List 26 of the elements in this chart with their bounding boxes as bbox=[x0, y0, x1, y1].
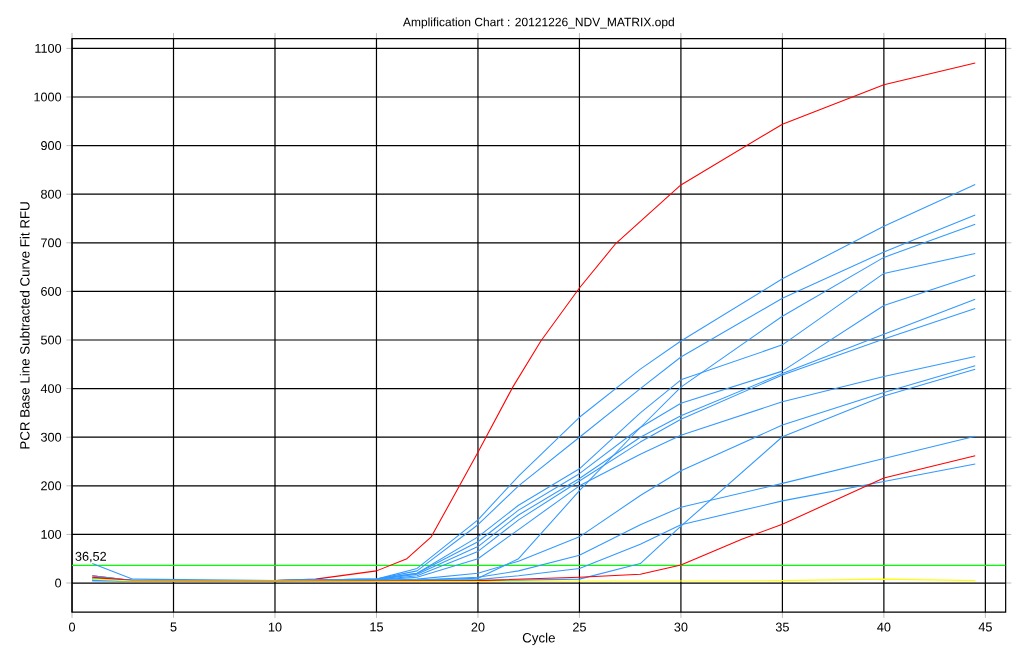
y-tick-label: 700 bbox=[41, 238, 62, 248]
ref-line-label: 36,52 bbox=[75, 551, 107, 563]
x-tick-label: 25 bbox=[573, 622, 586, 632]
y-tick-label: 300 bbox=[40, 432, 62, 442]
x-tick-label: 20 bbox=[471, 622, 485, 632]
x-tick-label: 15 bbox=[370, 622, 383, 632]
x-tick-label: 35 bbox=[775, 622, 789, 632]
y-tick-label: 100 bbox=[41, 529, 62, 539]
y-tick-label: 600 bbox=[41, 286, 62, 296]
x-tick-label: 5 bbox=[170, 622, 177, 632]
y-axis-title: PCR Base Line Subtracted Curve Fit RFU bbox=[19, 202, 30, 449]
x-tick-label: 40 bbox=[877, 622, 891, 632]
y-tick-label: 200 bbox=[41, 481, 62, 491]
x-tick-label: 0 bbox=[69, 622, 76, 632]
x-tick-label: 45 bbox=[978, 622, 992, 632]
y-tick-label: 500 bbox=[40, 335, 62, 345]
y-tick-label: 800 bbox=[41, 189, 62, 199]
y-tick-label: 900 bbox=[41, 141, 62, 150]
y-tick-label: 400 bbox=[40, 384, 62, 394]
chart-title: Amplification Chart : 20121226_NDV_MATRIX.opd bbox=[402, 17, 674, 29]
x-tick-label: 30 bbox=[674, 622, 688, 632]
y-tick-label: 0 bbox=[55, 578, 62, 588]
y-tick-label: 1100 bbox=[35, 43, 62, 53]
y-tick-label: 1000 bbox=[34, 92, 62, 102]
x-tick-label: 10 bbox=[268, 622, 282, 632]
x-axis-title: Cycle bbox=[522, 632, 555, 646]
